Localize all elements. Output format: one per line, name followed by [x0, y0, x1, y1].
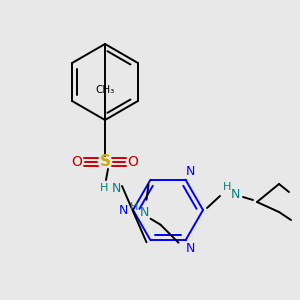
Text: N: N: [230, 188, 240, 200]
Text: H: H: [223, 182, 231, 192]
Text: N: N: [111, 182, 121, 194]
Text: N: N: [186, 242, 195, 256]
Text: N: N: [186, 164, 195, 178]
Text: H: H: [130, 202, 139, 212]
Text: O: O: [128, 155, 138, 169]
Text: N: N: [140, 206, 149, 219]
Text: S: S: [100, 154, 110, 169]
Text: N: N: [118, 203, 128, 217]
Text: O: O: [72, 155, 83, 169]
Text: CH₃: CH₃: [95, 85, 115, 95]
Text: H: H: [100, 183, 108, 193]
